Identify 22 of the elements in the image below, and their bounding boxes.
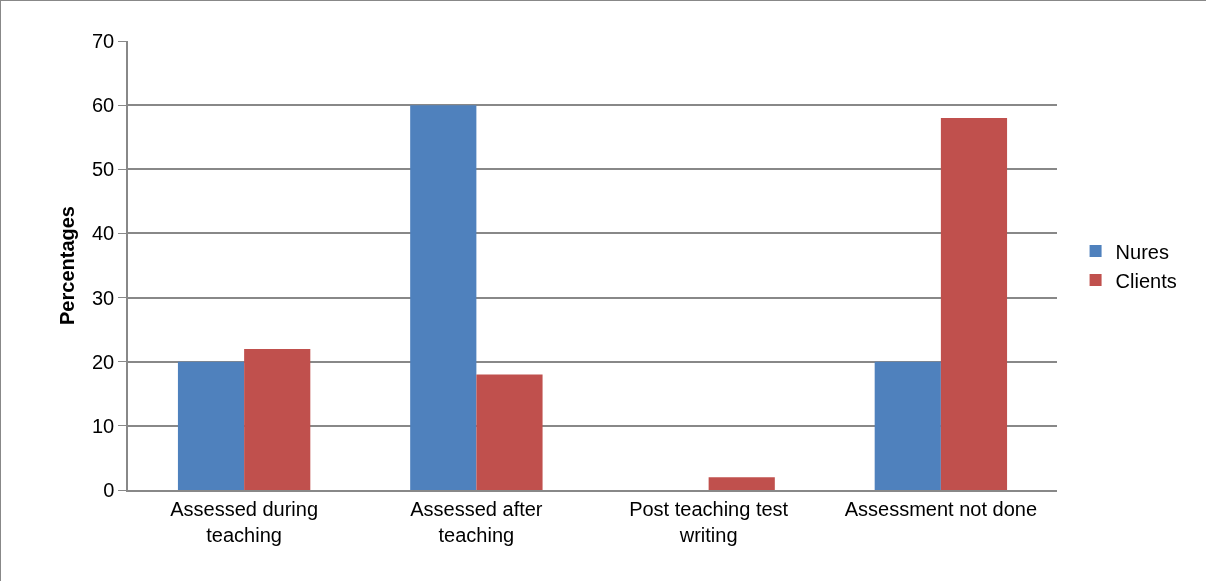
bar <box>708 477 775 490</box>
legend-label: Nures <box>1115 240 1169 263</box>
y-tick-label: 30 <box>92 286 115 309</box>
y-axis-title: Percentages <box>56 206 78 325</box>
bar <box>476 374 543 490</box>
y-tick-label: 40 <box>92 222 115 245</box>
x-tick-label: Assessed after teaching <box>410 497 543 546</box>
y-tick-label: 10 <box>92 414 115 437</box>
bar <box>874 361 941 490</box>
y-tick-label: 50 <box>92 158 115 181</box>
y-tick-label: 70 <box>92 30 115 52</box>
bar <box>244 348 311 490</box>
x-tick-label: Assessment not done <box>844 497 1038 520</box>
bar <box>177 361 245 490</box>
bar <box>940 117 1008 490</box>
y-tick-label: 20 <box>92 350 115 373</box>
x-tick-label: Post teaching test writing <box>629 497 789 546</box>
x-tick-label: Assessed during teaching <box>170 497 319 546</box>
y-tick-label: 0 <box>103 479 115 501</box>
legend-label: Clients <box>1115 269 1177 292</box>
y-tick-label: 60 <box>92 94 115 117</box>
bar <box>410 105 477 490</box>
